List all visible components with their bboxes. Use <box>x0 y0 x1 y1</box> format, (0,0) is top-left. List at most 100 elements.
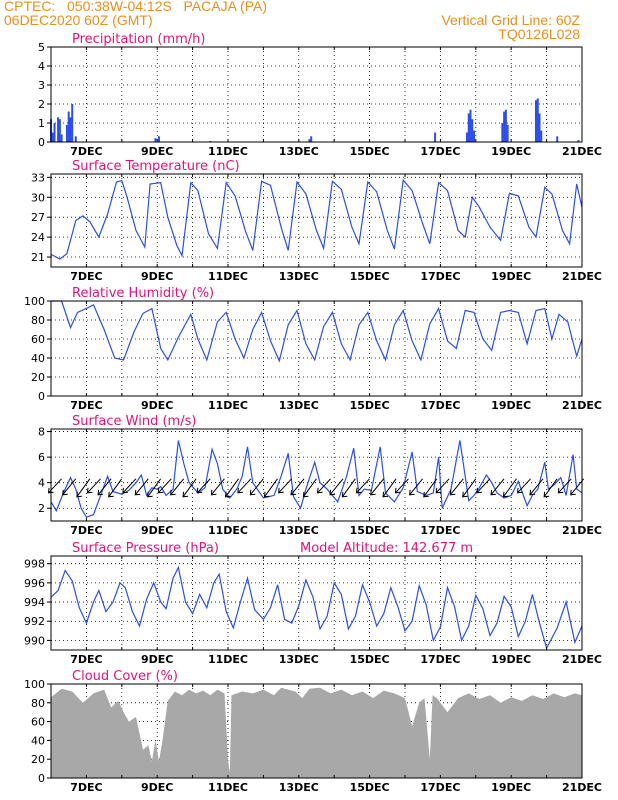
precip-bar <box>71 104 74 142</box>
precip-y-tick-label: 1 <box>38 117 45 130</box>
wind-direction-arrow <box>462 478 477 498</box>
wind-direction-arrow <box>435 478 450 494</box>
rh-y-tick-label: 40 <box>31 352 45 365</box>
wind-series-line <box>50 440 583 518</box>
x-tick-label: 7DEC <box>70 781 102 794</box>
wind-direction-arrow <box>182 478 197 498</box>
wind-direction-arrow <box>490 478 505 496</box>
precip-bar <box>51 132 54 142</box>
precip-bar <box>67 111 70 142</box>
temp-y-tick-label: 21 <box>31 251 45 264</box>
x-tick-label: 17DEC <box>420 524 460 537</box>
precip-bar <box>577 140 580 142</box>
precip-bar <box>534 100 537 142</box>
precip-y-tick-label: 3 <box>38 79 45 92</box>
x-tick-label: 9DEC <box>141 781 173 794</box>
temp-frame <box>50 173 583 268</box>
x-tick-label: 19DEC <box>491 781 531 794</box>
wind-direction-arrow <box>86 478 101 494</box>
wind-direction-arrow <box>122 478 137 494</box>
x-tick-label: 19DEC <box>491 524 531 537</box>
precip-bar <box>501 123 504 142</box>
x-tick-label: 19DEC <box>491 270 531 283</box>
wind-direction-arrow <box>557 478 572 494</box>
temp-y-tick-label: 30 <box>31 191 45 204</box>
x-tick-label: 9DEC <box>141 524 173 537</box>
pressure-title: Surface Pressure (hPa) <box>72 541 219 556</box>
x-tick-label: 13DEC <box>279 399 319 412</box>
wind-direction-arrow <box>317 478 331 494</box>
wind-direction-arrow <box>543 478 558 498</box>
precip-title: Precipitation (mm/h) <box>72 32 205 47</box>
rh-y-tick-label: 0 <box>38 390 45 403</box>
precip-bar <box>506 124 509 142</box>
wind-direction-arrow <box>329 478 344 496</box>
x-tick-label: 21DEC <box>562 145 602 158</box>
rh-title: Relative Humidity (%) <box>72 286 214 301</box>
wind-direction-arrow <box>409 478 424 496</box>
x-tick-label: 21DEC <box>562 399 602 412</box>
cloud-y-tick-label: 0 <box>38 772 45 785</box>
wind-direction-arrow <box>382 478 397 498</box>
precip-bar <box>74 136 77 142</box>
x-tick-label: 13DEC <box>279 270 319 283</box>
temp-title: Surface Temperature (nC) <box>72 159 240 174</box>
precip-bar <box>504 109 507 142</box>
precip-bar <box>157 136 160 142</box>
wind-direction-arrow <box>341 478 356 498</box>
precip-bar <box>434 132 437 142</box>
wind-y-tick-label: 6 <box>38 451 45 464</box>
pressure-y-tick-label: 996 <box>24 577 45 590</box>
header-run-time: 06DEC2020 60Z (GMT) <box>4 12 153 28</box>
rh-frame <box>50 300 583 397</box>
wind-direction-arrow <box>97 478 112 496</box>
x-tick-label: 9DEC <box>141 653 173 666</box>
precip-bar <box>308 139 311 142</box>
precip-bar <box>154 138 157 142</box>
wind-direction-arrow <box>62 478 77 496</box>
wind-direction-arrow <box>423 478 438 498</box>
x-tick-label: 17DEC <box>420 399 460 412</box>
cloud-y-tick-label: 20 <box>31 753 45 766</box>
x-tick-label: 11DEC <box>208 270 248 283</box>
x-tick-label: 19DEC <box>491 145 531 158</box>
wind-direction-arrow <box>157 478 172 494</box>
pressure-y-tick-label: 992 <box>24 615 45 628</box>
x-tick-label: 15DEC <box>350 270 390 283</box>
x-tick-label: 17DEC <box>420 270 460 283</box>
x-tick-label: 21DEC <box>562 270 602 283</box>
precip-bar <box>556 136 559 142</box>
x-tick-label: 11DEC <box>208 781 248 794</box>
x-tick-label: 13DEC <box>279 781 319 794</box>
precip-bar <box>58 119 61 142</box>
precip-bar <box>471 119 474 142</box>
x-tick-label: 13DEC <box>279 653 319 666</box>
precip-bar <box>60 134 63 142</box>
temp-series-line <box>50 178 583 260</box>
wind-y-tick-label: 4 <box>38 477 45 490</box>
wind-direction-arrow <box>47 478 62 494</box>
x-tick-label: 15DEC <box>350 524 390 537</box>
precip-bar <box>538 113 541 142</box>
x-tick-label: 17DEC <box>420 781 460 794</box>
x-tick-label: 7DEC <box>70 653 102 666</box>
x-tick-label: 7DEC <box>70 270 102 283</box>
wind-direction-arrow <box>147 478 162 498</box>
precip-bar <box>469 109 472 142</box>
pressure-y-tick-label: 990 <box>24 634 45 647</box>
x-tick-label: 21DEC <box>562 653 602 666</box>
precip-bar <box>65 124 68 142</box>
x-tick-label: 9DEC <box>141 399 173 412</box>
precip-bar <box>503 111 506 142</box>
x-tick-label: 15DEC <box>350 653 390 666</box>
cloud-y-tick-label: 40 <box>31 734 45 747</box>
precip-frame <box>50 46 583 143</box>
precip-bar <box>69 117 72 142</box>
rh-y-tick-label: 20 <box>31 371 45 384</box>
cloud-title: Cloud Cover (%) <box>72 669 178 684</box>
x-tick-label: 13DEC <box>279 145 319 158</box>
wind-title: Surface Wind (m/s) <box>72 414 196 429</box>
x-tick-label: 19DEC <box>491 653 531 666</box>
precip-bar <box>53 123 56 142</box>
wind-direction-arrow <box>76 478 91 498</box>
